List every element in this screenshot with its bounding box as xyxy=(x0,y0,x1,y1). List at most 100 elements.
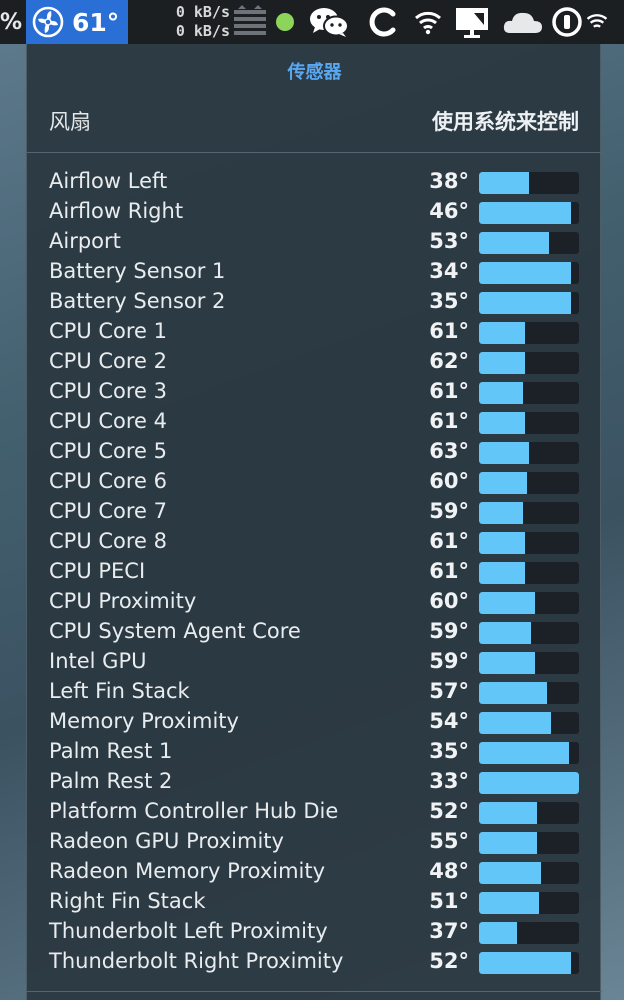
temperature-bar xyxy=(479,502,579,524)
sensor-row: CPU PECI 61° xyxy=(49,558,579,588)
fan-label: 风扇 xyxy=(49,110,91,134)
sensor-row: Airflow Right 46° xyxy=(49,198,579,228)
sensor-name: CPU Core 5 xyxy=(49,439,168,463)
temperature-bar-fill xyxy=(479,322,525,344)
sensor-temperature: 59° xyxy=(429,649,469,673)
temperature-bar-fill xyxy=(479,442,529,464)
power-toggle-icon[interactable] xyxy=(548,0,586,44)
sensor-name: Battery Sensor 1 xyxy=(49,259,226,283)
sensor-name: CPU Core 1 xyxy=(49,319,168,343)
temperature-bar-fill xyxy=(479,592,535,614)
sensor-menu-extra[interactable]: 61° xyxy=(26,0,128,44)
temperature-bar xyxy=(479,262,579,284)
temperature-bar xyxy=(479,832,579,854)
temperature-bar xyxy=(479,802,579,824)
sensor-row: CPU Core 2 62° xyxy=(49,348,579,378)
temperature-bar-fill xyxy=(479,622,531,644)
sensor-row: Battery Sensor 2 35° xyxy=(49,288,579,318)
sensor-name: Battery Sensor 2 xyxy=(49,289,226,313)
temperature-bar-fill xyxy=(479,652,535,674)
divider xyxy=(27,152,602,153)
temperature-bar-fill xyxy=(479,862,541,884)
sensor-name: Intel GPU xyxy=(49,649,147,673)
fan-control-mode[interactable]: 使用系统来控制 xyxy=(432,110,579,134)
sensor-name: CPU Core 8 xyxy=(49,529,168,553)
sensor-temperature: 60° xyxy=(429,589,469,613)
fan-control-row[interactable]: 风扇 使用系统来控制 xyxy=(49,106,579,136)
sensor-name: Memory Proximity xyxy=(49,709,239,733)
temperature-bar xyxy=(479,532,579,554)
temperature-bar xyxy=(479,382,579,404)
sensor-row: Airport 53° xyxy=(49,228,579,258)
sensor-row: Platform Controller Hub Die 52° xyxy=(49,798,579,828)
sensor-name: Radeon GPU Proximity xyxy=(49,829,284,853)
onedrive-cloud-icon[interactable] xyxy=(498,0,548,44)
sensor-temperature: 35° xyxy=(429,289,469,313)
wifi-icon[interactable] xyxy=(586,0,608,44)
memory-stack-icon[interactable] xyxy=(230,0,270,44)
status-dot-icon[interactable] xyxy=(270,0,300,44)
temperature-bar-fill xyxy=(479,412,525,434)
sensor-row: Memory Proximity 54° xyxy=(49,708,579,738)
wechat-icon[interactable] xyxy=(300,0,358,44)
temperature-bar-fill xyxy=(479,952,571,974)
temperature-bar-fill xyxy=(479,892,539,914)
sensor-row: Thunderbolt Left Proximity 37° xyxy=(49,918,579,948)
sensor-row: CPU Proximity 60° xyxy=(49,588,579,618)
divider xyxy=(27,991,602,992)
sensor-row: Intel GPU 59° xyxy=(49,648,579,678)
temperature-bar xyxy=(479,622,579,644)
sensors-popover: 传感器 风扇 使用系统来控制 Airflow Left 38° Airflow Ri… xyxy=(26,44,602,1000)
temperature-bar xyxy=(479,232,579,254)
sensor-list: Airflow Left 38° Airflow Right 46° Airport 53… xyxy=(49,168,579,978)
sensor-row: CPU Core 8 61° xyxy=(49,528,579,558)
sensor-name: Radeon Memory Proximity xyxy=(49,859,326,883)
sensor-temperature: 60° xyxy=(429,469,469,493)
sensor-row: Thunderbolt Right Proximity 52° xyxy=(49,948,579,978)
temperature-bar xyxy=(479,922,579,944)
sensor-temperature: 52° xyxy=(429,799,469,823)
sensor-name: CPU Core 7 xyxy=(49,499,168,523)
sensor-row: CPU Core 7 59° xyxy=(49,498,579,528)
temperature-bar xyxy=(479,322,579,344)
sensor-temperature: 52° xyxy=(429,949,469,973)
screen-mirror-icon[interactable] xyxy=(446,0,498,44)
sensor-row: Left Fin Stack 57° xyxy=(49,678,579,708)
panel-title: 传感器 xyxy=(287,62,342,83)
sensor-temperature: 61° xyxy=(429,559,469,583)
sensor-row: Radeon Memory Proximity 48° xyxy=(49,858,579,888)
c-app-icon[interactable] xyxy=(358,0,410,44)
sensor-temperature: 61° xyxy=(429,379,469,403)
temperature-bar-fill xyxy=(479,832,537,854)
sensor-row: CPU Core 4 61° xyxy=(49,408,579,438)
upload-speed: 0 kB/s xyxy=(175,3,230,21)
temperature-bar-fill xyxy=(479,262,571,284)
sensor-temperature: 57° xyxy=(429,679,469,703)
temperature-bar-fill xyxy=(479,202,571,224)
sensor-name: Left Fin Stack xyxy=(49,679,190,703)
sensor-temperature: 59° xyxy=(429,499,469,523)
sensor-row: CPU Core 3 61° xyxy=(49,378,579,408)
temperature-bar-fill xyxy=(479,532,525,554)
temperature-bar xyxy=(479,742,579,764)
sensor-name: Platform Controller Hub Die xyxy=(49,799,339,823)
temperature-bar xyxy=(479,412,579,434)
temperature-bar xyxy=(479,172,579,194)
sensor-name: Thunderbolt Left Proximity xyxy=(49,919,328,943)
temperature-bar xyxy=(479,952,579,974)
temperature-bar-fill xyxy=(479,682,547,704)
sensor-temperature: 61° xyxy=(429,529,469,553)
sensor-temperature: 61° xyxy=(429,409,469,433)
sensor-temperature: 51° xyxy=(429,889,469,913)
menu-bar: % 61° 0 kB/s 0 kB/s xyxy=(0,0,624,44)
sensor-temperature: 38° xyxy=(429,169,469,193)
sensor-name: Airflow Left xyxy=(49,169,168,193)
sensor-row: CPU Core 5 63° xyxy=(49,438,579,468)
sensor-name: CPU Proximity xyxy=(49,589,197,613)
sensor-temperature: 59° xyxy=(429,619,469,643)
network-speed[interactable]: 0 kB/s 0 kB/s xyxy=(170,3,230,41)
sensor-name: CPU Core 6 xyxy=(49,469,168,493)
sensor-temperature: 53° xyxy=(429,229,469,253)
sensor-temperature: 48° xyxy=(429,859,469,883)
wifi-icon[interactable] xyxy=(410,0,446,44)
